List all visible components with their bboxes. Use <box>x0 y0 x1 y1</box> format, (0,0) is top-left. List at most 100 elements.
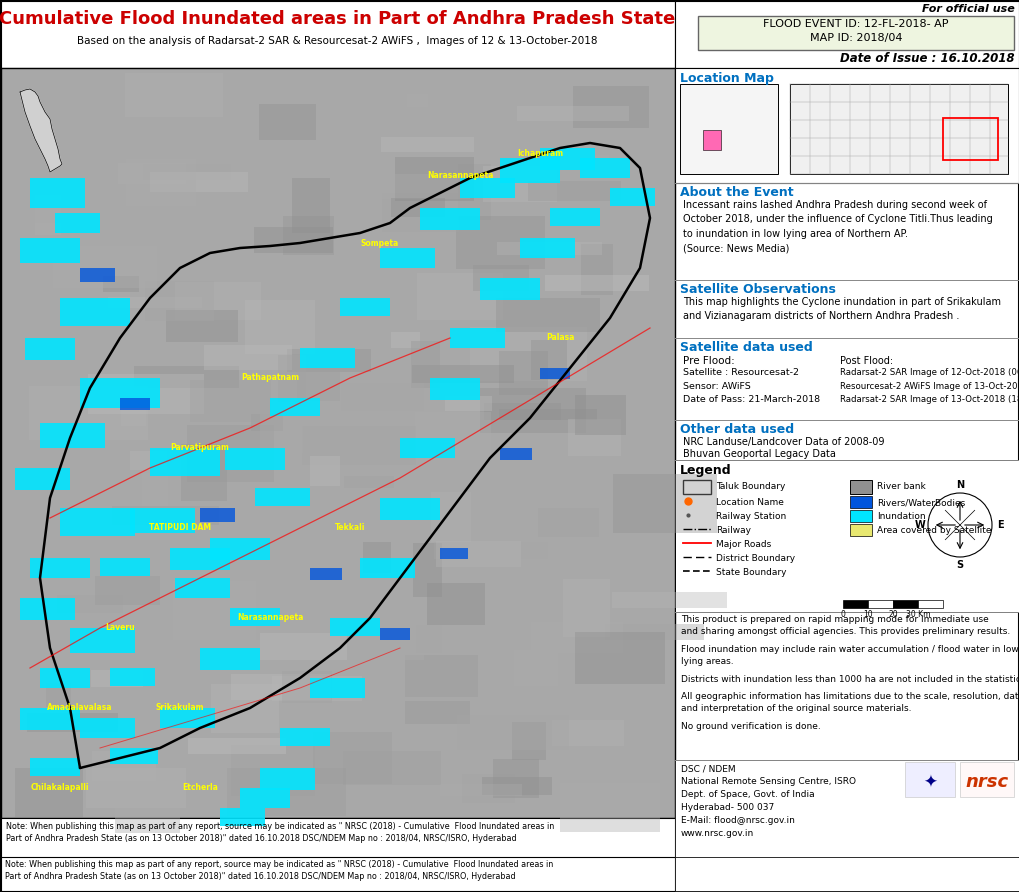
Bar <box>112 506 219 525</box>
Text: S: S <box>956 560 963 570</box>
Bar <box>230 745 315 796</box>
Text: Chilakalapalli: Chilakalapalli <box>31 783 90 792</box>
Bar <box>434 542 547 559</box>
Bar <box>226 768 346 816</box>
Bar <box>310 456 340 486</box>
Bar <box>36 195 60 235</box>
Bar <box>413 542 441 598</box>
Text: River bank: River bank <box>876 482 925 491</box>
Bar <box>1 818 675 858</box>
Bar <box>917 600 943 608</box>
Bar <box>499 158 559 183</box>
Text: nrsc: nrsc <box>965 773 1008 791</box>
Bar <box>260 768 315 790</box>
Text: Satellite data used: Satellite data used <box>680 341 812 354</box>
Bar <box>125 159 197 206</box>
Bar <box>439 548 468 559</box>
Text: Narasannapeta: Narasannapeta <box>236 614 303 623</box>
Bar <box>484 403 560 420</box>
Bar <box>133 367 238 388</box>
Bar <box>130 451 167 469</box>
Bar <box>175 283 261 320</box>
Text: 10: 10 <box>862 610 872 619</box>
Bar <box>514 649 557 686</box>
Bar <box>538 508 599 537</box>
Bar <box>229 608 280 626</box>
Bar <box>245 300 315 354</box>
Bar <box>904 762 954 797</box>
Bar <box>210 684 278 733</box>
Bar <box>239 788 289 808</box>
Bar <box>417 273 502 319</box>
Bar <box>118 163 185 184</box>
Bar <box>604 624 703 640</box>
Bar <box>573 87 648 128</box>
Bar <box>60 508 135 536</box>
Bar <box>60 298 129 326</box>
Text: Dept. of Space, Govt. of India: Dept. of Space, Govt. of India <box>681 790 814 799</box>
Bar <box>29 385 148 441</box>
Text: Railway Station: Railway Station <box>715 512 786 521</box>
Text: E: E <box>996 520 1003 530</box>
Text: Ichapuram: Ichapuram <box>517 148 562 158</box>
Bar <box>440 783 521 797</box>
Bar <box>175 578 229 598</box>
Bar <box>430 378 480 400</box>
Text: All geographic information has limitations due to the scale, resolution, date
an: All geographic information has limitatio… <box>681 692 1019 713</box>
Bar <box>302 426 416 465</box>
Text: Other data used: Other data used <box>680 423 794 436</box>
Text: Srikakulam: Srikakulam <box>156 704 204 713</box>
Bar <box>493 758 538 798</box>
Bar <box>166 310 238 342</box>
Bar <box>260 633 346 660</box>
Bar <box>79 718 135 738</box>
Bar <box>842 600 867 608</box>
Bar <box>86 768 185 807</box>
Text: Major Roads: Major Roads <box>715 540 770 549</box>
Bar <box>420 208 480 230</box>
Bar <box>463 665 493 677</box>
Bar <box>382 193 459 232</box>
Bar <box>200 648 260 670</box>
Text: This product is prepared on rapid mapping mode for immediate use
and sharing amo: This product is prepared on rapid mappin… <box>681 615 1009 636</box>
Text: Area covered by Satellite: Area covered by Satellite <box>876 526 990 535</box>
Polygon shape <box>20 89 62 172</box>
Bar <box>271 676 362 701</box>
Bar <box>145 281 214 320</box>
Text: Post Flood:: Post Flood: <box>840 356 893 366</box>
Text: Cumulative Flood Inundated areas in Part of Andhra Pradesh State: Cumulative Flood Inundated areas in Part… <box>0 10 675 28</box>
Bar <box>313 732 391 784</box>
Text: Hyderabad- 500 037: Hyderabad- 500 037 <box>681 803 773 812</box>
Bar <box>360 558 415 578</box>
Bar <box>57 595 123 614</box>
Bar <box>343 476 393 488</box>
Bar <box>160 708 215 728</box>
Bar <box>790 84 1007 174</box>
Bar <box>702 130 720 150</box>
Text: Tekkali: Tekkali <box>334 524 365 533</box>
Bar <box>187 739 285 754</box>
Bar <box>324 625 424 660</box>
Bar <box>120 398 150 410</box>
Bar <box>473 266 529 291</box>
Bar <box>150 172 248 193</box>
Bar <box>407 95 427 107</box>
Bar <box>580 158 630 178</box>
Bar <box>362 542 390 574</box>
Bar <box>675 1 1018 68</box>
Text: www.nrsc.gov.in: www.nrsc.gov.in <box>681 829 753 838</box>
Bar <box>460 178 515 198</box>
Bar <box>46 682 71 706</box>
Text: NRC Landuse/Landcover Data of 2008-09: NRC Landuse/Landcover Data of 2008-09 <box>683 437 883 447</box>
Bar <box>143 164 230 180</box>
Bar <box>25 338 75 360</box>
Bar <box>20 238 79 263</box>
Text: Amadalavalasa: Amadalavalasa <box>47 704 113 713</box>
Bar <box>512 723 546 760</box>
Bar <box>200 508 234 522</box>
Bar <box>480 388 585 434</box>
Text: Location Name: Location Name <box>715 498 784 507</box>
Text: Based on the analysis of Radarsat-2 SAR & Resourcesat-2 AWiFS ,  Images of 12 & : Based on the analysis of Radarsat-2 SAR … <box>76 36 597 46</box>
Bar <box>187 425 273 483</box>
Bar <box>110 748 158 764</box>
